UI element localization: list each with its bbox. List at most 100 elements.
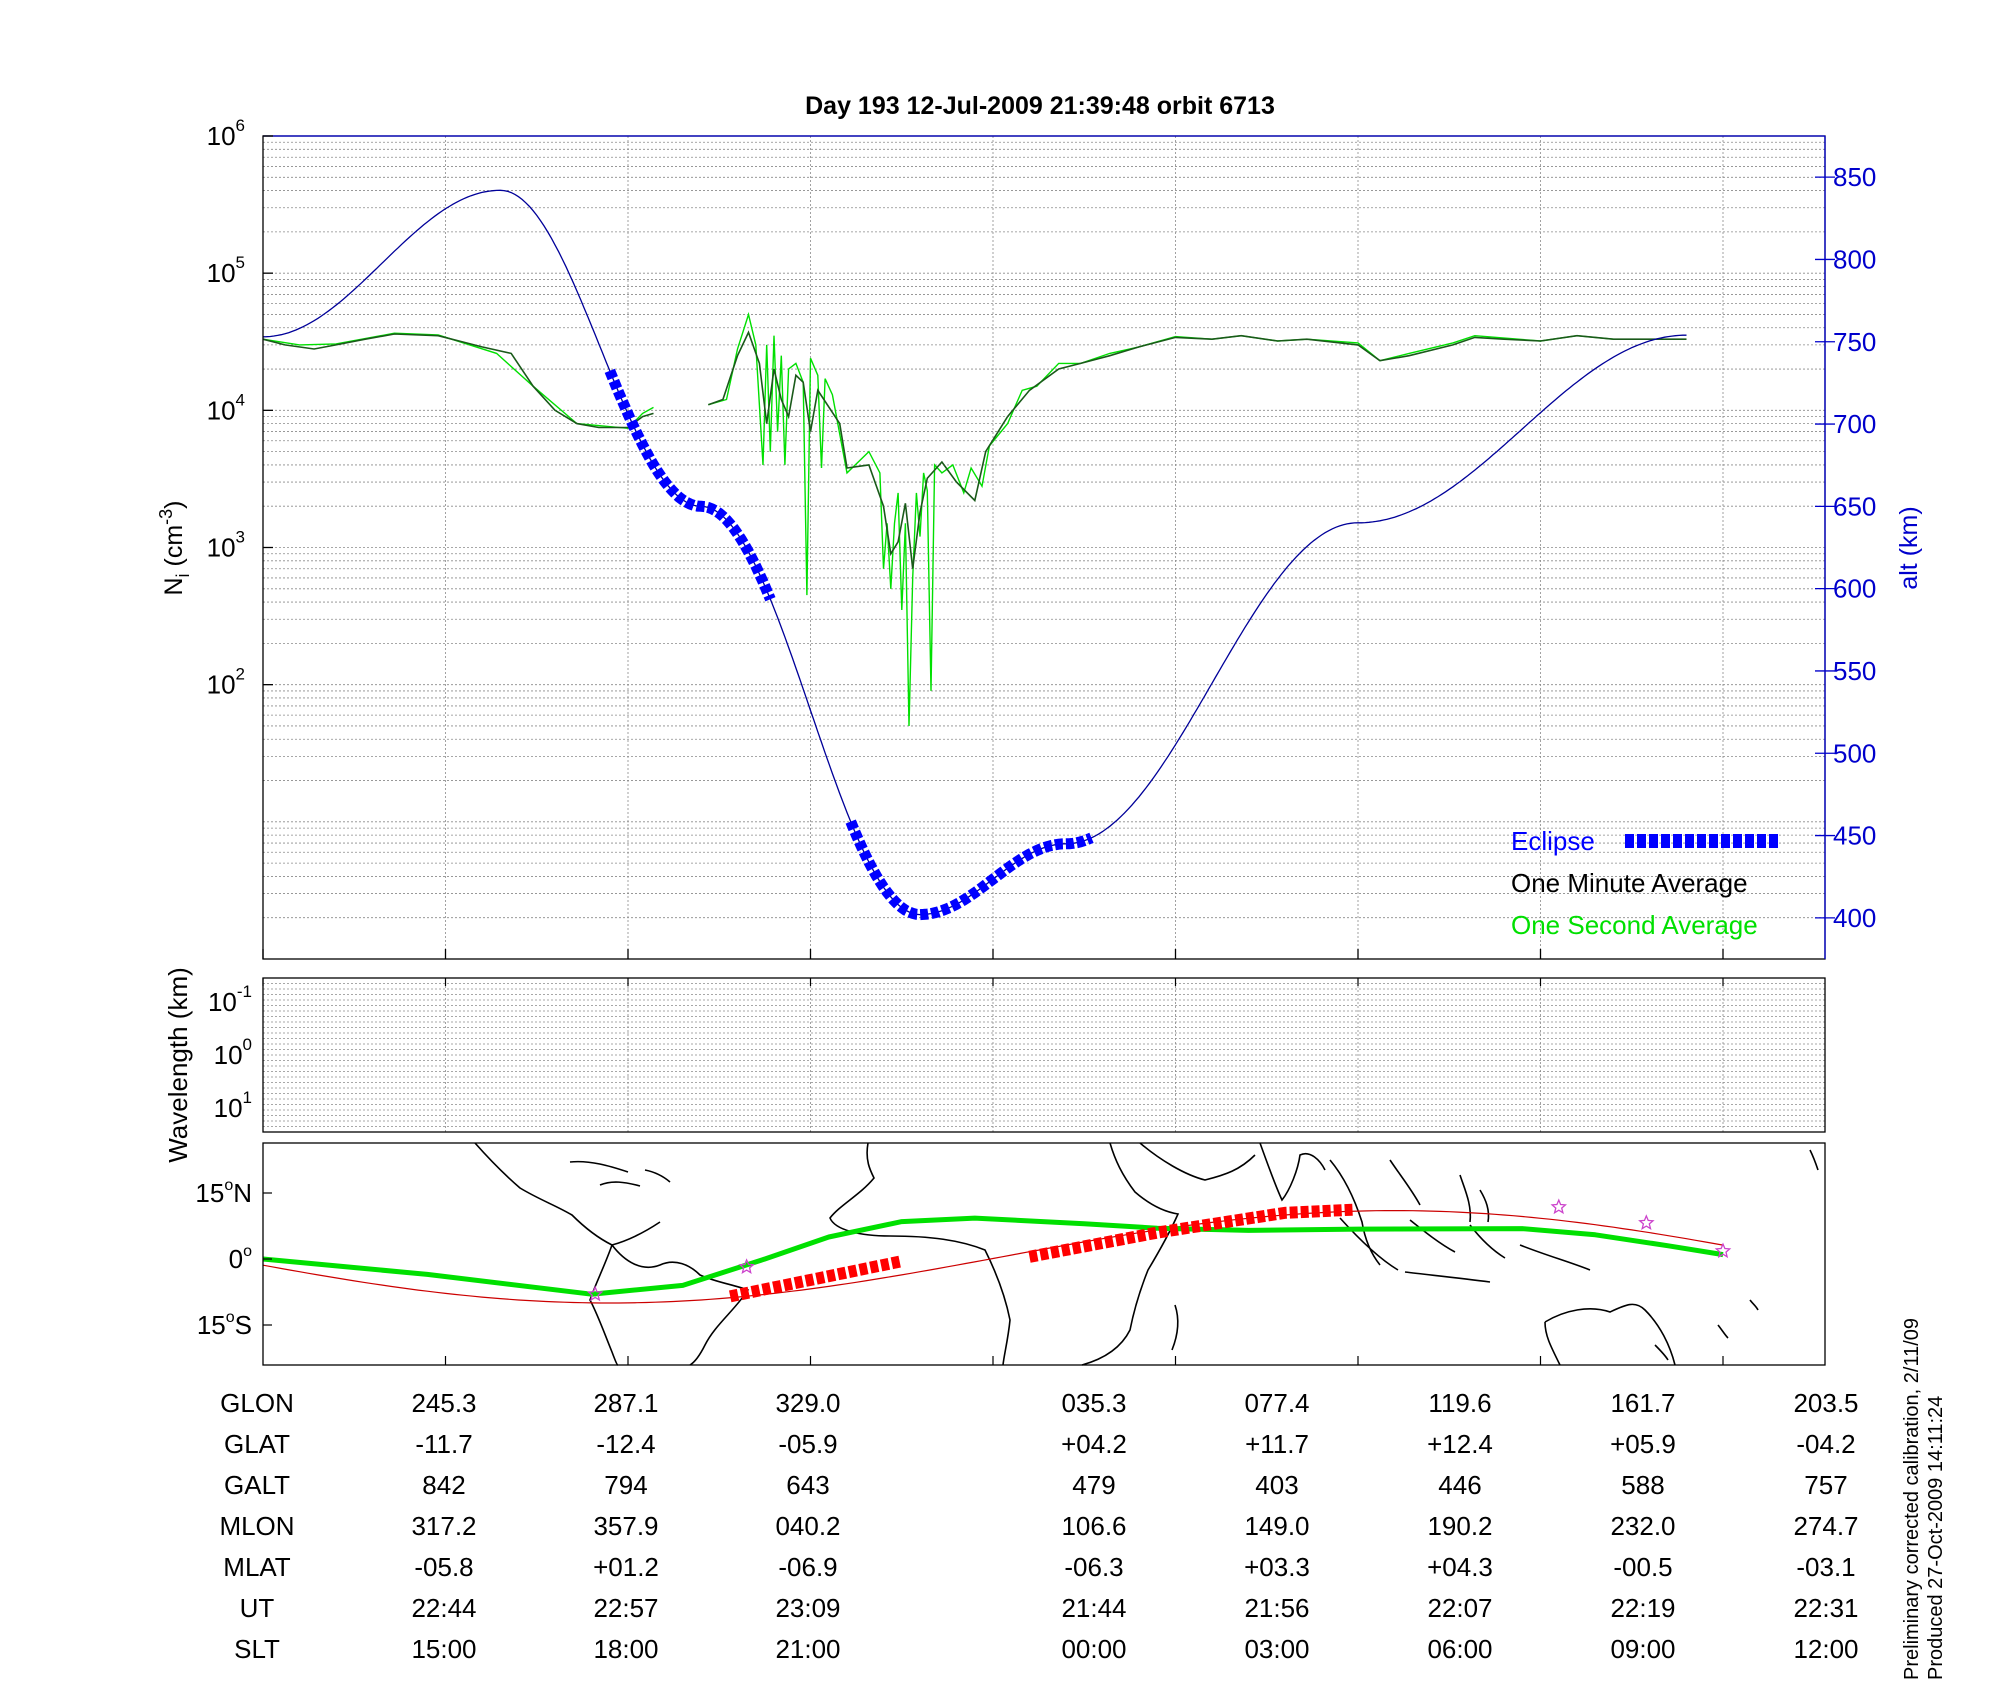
density-axis-label: Ni (cm-3) (156, 500, 193, 595)
legend: Eclipse One Minute Average One Second Av… (1511, 826, 1778, 940)
table-cell: 09:00 (1610, 1634, 1675, 1664)
altitude-tick-label: 500 (1833, 738, 1876, 768)
table-cell: 757 (1804, 1470, 1847, 1500)
map-lat-number: 15 (195, 1178, 224, 1208)
table-cell: 22:44 (411, 1593, 476, 1623)
map-star-marker (1550, 1198, 1567, 1215)
eclipse-segment (845, 819, 1094, 921)
density-tick-exp: 2 (236, 665, 245, 684)
coastlines (474, 1142, 1819, 1366)
map-star-marker (1714, 1242, 1732, 1259)
density-tick-base: 10 (207, 533, 236, 563)
table-cell: 12:00 (1793, 1634, 1858, 1664)
ephemeris-table: GLON GLAT GALT MLON MLAT UT SLT 245.3 -11.7 842 31… (219, 1388, 1858, 1664)
map-eclipse-segment (1028, 1203, 1353, 1263)
altitude-tick-label: 850 (1833, 162, 1876, 192)
table-row-label: GALT (224, 1470, 290, 1500)
altitude-tick-label: 700 (1833, 409, 1876, 439)
altitude-tick-label: 650 (1833, 491, 1876, 521)
density-tick-label: 103 (207, 528, 245, 563)
table-row-label: SLT (234, 1634, 280, 1664)
table-cell: 588 (1621, 1470, 1664, 1500)
table-cell: -05.8 (414, 1552, 473, 1582)
table-cell: 149.0 (1244, 1511, 1309, 1541)
table-row-label: UT (240, 1593, 275, 1623)
table-cell: 21:56 (1244, 1593, 1309, 1623)
density-axis-label-unit-exp: -3 (156, 509, 176, 525)
table-cell: 446 (1438, 1470, 1481, 1500)
density-tick-base: 10 (207, 395, 236, 425)
table-cell: -05.9 (778, 1429, 837, 1459)
coast-southeast-asia (1329, 1159, 1421, 1266)
altitude-tick-label: 450 (1833, 821, 1876, 851)
map-star-marker (738, 1258, 755, 1274)
table-cell: 00:00 (1061, 1634, 1126, 1664)
table-cell: 203.5 (1793, 1388, 1858, 1418)
table-cell: 22:31 (1793, 1593, 1858, 1623)
density-tick-exp: 3 (236, 528, 245, 547)
calibration-note: Preliminary corrected calibration, 2/11/… (1901, 1318, 1923, 1680)
wavelength-tick-label: 10-1 (208, 982, 252, 1017)
table-cell: 329.0 (775, 1388, 840, 1418)
table-cell: 21:00 (775, 1634, 840, 1664)
density-panel: 1021031041051064004505005506006507007508… (156, 116, 1923, 960)
wavelength-tick-exp: -1 (237, 982, 252, 1001)
one-minute-average-line (708, 330, 1687, 569)
density-axis-label-unit: (cm (160, 525, 188, 574)
density-tick-label: 106 (207, 116, 245, 151)
table-cell: +05.9 (1610, 1429, 1676, 1459)
coast-caribbean (569, 1160, 671, 1187)
map-lat-number: 0 (229, 1244, 243, 1274)
satellite-track-line (262, 1215, 1724, 1297)
table-cell: 119.6 (1428, 1388, 1491, 1418)
table-cell: -06.3 (1064, 1552, 1123, 1582)
table-row-label: MLAT (223, 1552, 291, 1582)
map-lat-label: 0o (229, 1243, 252, 1274)
degree-symbol: o (226, 1309, 235, 1326)
table-cell: +03.3 (1244, 1552, 1310, 1582)
density-data (262, 189, 1687, 921)
eclipse-segment (604, 368, 776, 602)
coast-australia (1544, 1303, 1676, 1366)
density-tick-label: 102 (207, 665, 245, 700)
density-grid (263, 136, 1825, 959)
table-cell: 245.3 (411, 1388, 476, 1418)
map-eclipse-segment (728, 1255, 904, 1303)
legend-minute-label: One Minute Average (1511, 868, 1748, 898)
map-lat-number: 15 (197, 1310, 226, 1340)
magnetic-equator-line (262, 1210, 1724, 1304)
table-cell: +12.4 (1427, 1429, 1493, 1459)
table-cell: 077.4 (1244, 1388, 1309, 1418)
legend-eclipse-label: Eclipse (1511, 826, 1595, 856)
table-cell: -06.9 (778, 1552, 837, 1582)
map-star-marker (1638, 1214, 1655, 1230)
figure-title: Day 193 12-Jul-2009 21:39:48 orbit 6713 (805, 92, 1275, 120)
wavelength-axis-label: Wavelength (km) (163, 967, 193, 1163)
coast-pacific-islands (1654, 1149, 1819, 1361)
wavelength-tick-base: 10 (208, 987, 237, 1017)
table-cell: 190.2 (1427, 1511, 1492, 1541)
table-cell: +04.2 (1061, 1429, 1127, 1459)
altitude-tick-label: 750 (1833, 327, 1876, 357)
table-cell: -00.5 (1613, 1552, 1672, 1582)
map-lat-label: 15oS (197, 1309, 252, 1340)
wavelength-grid (263, 978, 1825, 1132)
table-cell: 317.2 (411, 1511, 476, 1541)
density-tick-exp: 5 (236, 253, 245, 272)
table-cell: 18:00 (593, 1634, 658, 1664)
coast-central-america (474, 1142, 661, 1246)
table-cell: 842 (422, 1470, 465, 1500)
altitude-tick-label: 600 (1833, 574, 1876, 604)
wavelength-tick-exp: 1 (243, 1088, 252, 1107)
table-cell: -03.1 (1796, 1552, 1855, 1582)
density-axis-label-close: ) (160, 500, 188, 508)
degree-symbol: o (243, 1243, 252, 1260)
coast-madagascar (1171, 1304, 1179, 1351)
table-cell: 357.9 (593, 1511, 658, 1541)
wavelength-tick-exp: 0 (243, 1035, 252, 1054)
map-star-marker (586, 1285, 604, 1302)
table-row-label: GLAT (224, 1429, 290, 1459)
